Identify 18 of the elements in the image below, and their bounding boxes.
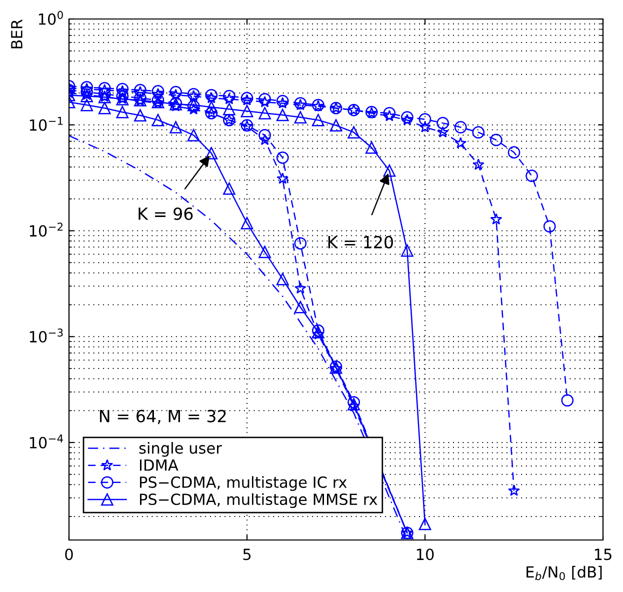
y-tick-label: 10$^{−2}$ — [30, 222, 63, 237]
legend-label: single user — [139, 442, 222, 457]
x-tick-label: 5 — [243, 548, 251, 560]
y-axis-title: BER — [11, 19, 22, 48]
x-axis-title: E$_{b}$/N$_{0}$ [dB] — [526, 566, 602, 580]
legend-label: IDMA — [140, 460, 178, 471]
x-tick-label: 10 — [416, 548, 434, 560]
legend-label: PS−CDMA, multistage MMSE rx — [140, 493, 378, 508]
legend-label: PS−CDMA, multistage IC rx — [140, 476, 347, 491]
y-tick-label: 10$^{0}$ — [38, 10, 63, 25]
y-tick-label: 10$^{−3}$ — [30, 328, 63, 343]
annotation: K = 96 — [138, 207, 193, 220]
x-tick-label: 15 — [594, 548, 612, 560]
annotation: N = 64, M = 32 — [100, 410, 226, 424]
y-tick-label: 10$^{−4}$ — [30, 434, 63, 448]
x-tick-label: 0 — [65, 548, 73, 560]
annotation: K = 120 — [328, 236, 393, 248]
y-tick-label: 10$^{−1}$ — [30, 116, 63, 131]
